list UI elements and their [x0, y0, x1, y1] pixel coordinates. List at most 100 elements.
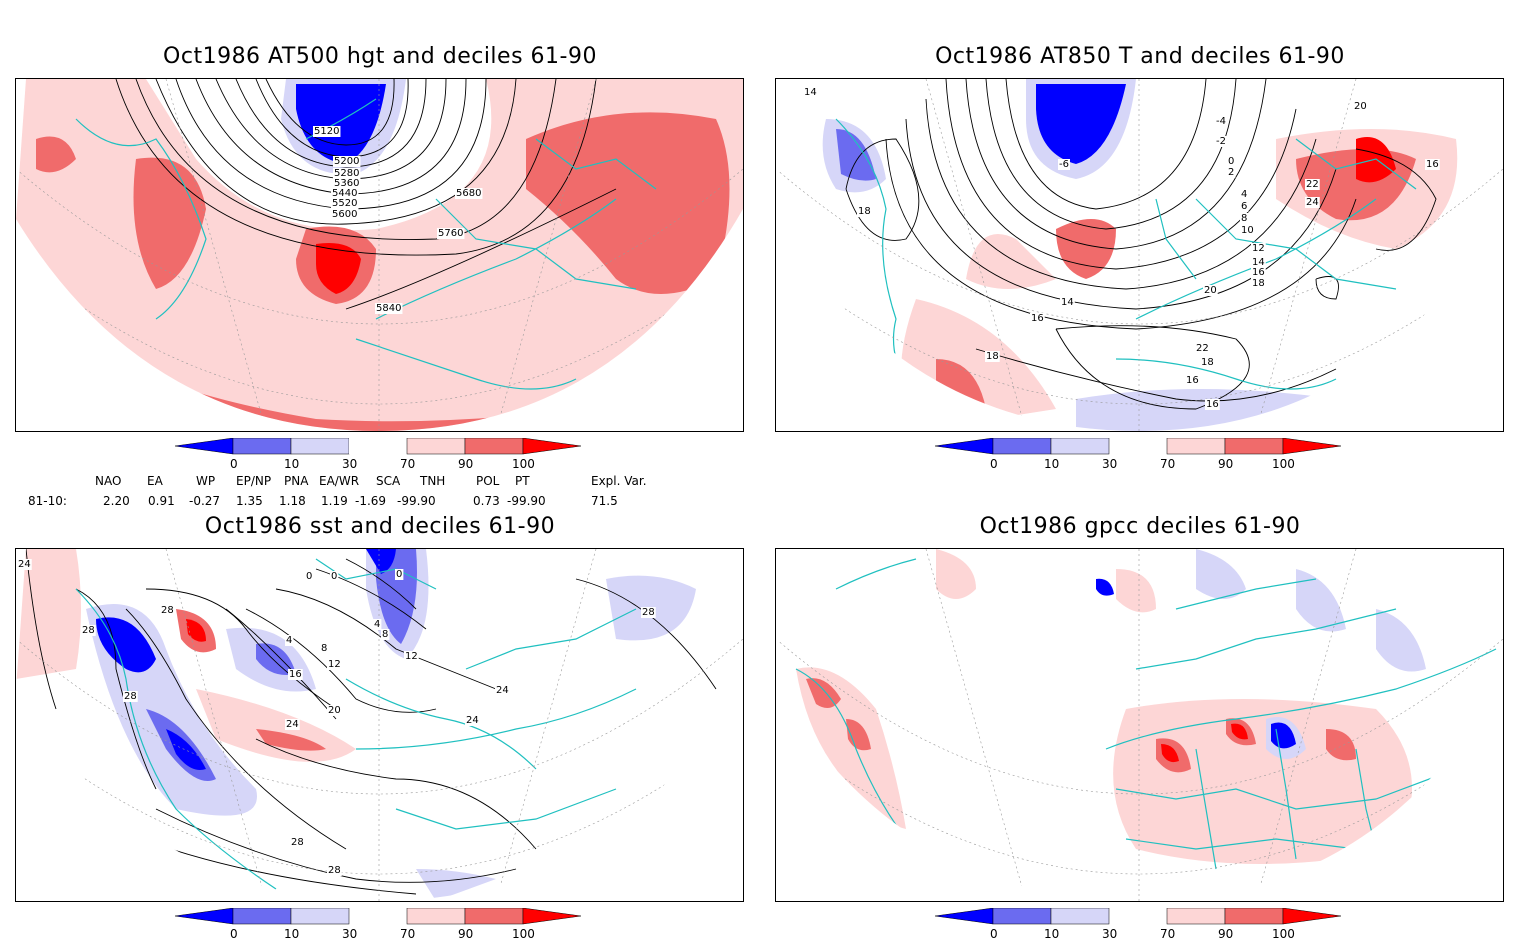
index-value: -99.90 [397, 494, 436, 508]
contour-label: 2 [1228, 167, 1234, 178]
contour-label: 5600 [332, 209, 357, 220]
contour-label: 22 [1306, 179, 1319, 190]
colorbar-tick-label: 0 [230, 927, 238, 940]
index-value: 1.19 [321, 494, 348, 508]
colorbar-top-right: 0 10 30 70 90 100 [934, 437, 1355, 471]
contour-label: 24 [496, 685, 509, 696]
index-value: -0.27 [189, 494, 221, 508]
contour-labels-p1: 5120 5200 5280 5360 5440 5520 5600 5680 … [313, 126, 483, 314]
colorbar-tick-label: 100 [1272, 457, 1295, 470]
index-header: PT [515, 474, 530, 488]
panel-title-top-right: Oct1986 AT850 T and deciles 61-90 [935, 44, 1345, 69]
contour-label: 0 [306, 571, 312, 582]
contour-label: 8 [382, 629, 388, 640]
index-header: PNA [284, 474, 309, 488]
colorbar-tick-label: 10 [1044, 457, 1059, 470]
colorbar-tick-label: 0 [230, 457, 238, 470]
index-header: EP/NP [236, 474, 272, 488]
index-value: 0.91 [148, 494, 175, 508]
contour-label: 12 [1252, 243, 1265, 254]
contour-label: 28 [161, 605, 174, 616]
index-value: 71.5 [591, 494, 618, 508]
contour-label: 4 [1241, 189, 1247, 200]
colorbar-tick-label: 0 [990, 457, 998, 470]
contour-label: 24 [1306, 197, 1319, 208]
contour-label: 12 [405, 651, 418, 662]
colorbar-tick-label: 30 [342, 927, 357, 940]
contour-label: 5120 [314, 126, 339, 137]
map-at500-height: 5120 5200 5280 5360 5440 5520 5600 5680 … [15, 78, 744, 432]
index-header: Expl. Var. [591, 474, 647, 488]
index-value: 2.20 [103, 494, 130, 508]
colorbar-tick-label: 70 [400, 927, 415, 940]
contour-label: 5280 [334, 168, 359, 179]
contour-label: 28 [82, 625, 95, 636]
contour-label: 28 [124, 691, 137, 702]
contour-label: 16 [289, 669, 302, 680]
contour-label: 24 [18, 559, 31, 570]
contour-label: 28 [291, 837, 304, 848]
colorbar-tick-label: 0 [990, 927, 998, 940]
colorbar-tick-label: 90 [1218, 457, 1233, 470]
colorbar-svg: 0 10 30 70 90 100 [174, 907, 582, 941]
index-header: WP [196, 474, 216, 488]
contour-label: 24 [286, 719, 299, 730]
contour-label: 16 [1031, 313, 1044, 324]
contour-label: -6 [1059, 159, 1069, 170]
contour-label: 18 [858, 206, 871, 217]
colorbar-tick-label: 30 [1102, 457, 1117, 470]
contour-label: 0 [1228, 156, 1234, 167]
index-value: 1.35 [236, 494, 263, 508]
contour-label: 28 [642, 607, 655, 618]
contour-label: 18 [986, 351, 999, 362]
colorbar-tick-label: 10 [284, 927, 299, 940]
map-sst: 24 28 28 28 0 0 0 4 8 12 16 20 24 28 28 … [15, 548, 744, 902]
contour-label: 22 [1196, 343, 1209, 354]
contour-label: 5840 [376, 303, 401, 314]
index-value: 0.73 [473, 494, 500, 508]
index-header: EA [147, 474, 163, 488]
contour-label: 5200 [334, 156, 359, 167]
index-value: 1.18 [279, 494, 306, 508]
contour-label: 20 [1204, 285, 1217, 296]
contour-label: 20 [328, 705, 341, 716]
contour-label: 6 [1241, 201, 1247, 212]
contour-label: 14 [1061, 297, 1074, 308]
contour-label: 16 [1206, 399, 1219, 410]
contour-label: 8 [1241, 213, 1247, 224]
contour-labels-p3: 24 28 28 28 0 0 0 4 8 12 16 20 24 28 28 … [17, 559, 656, 876]
colorbar-tick-label: 100 [512, 927, 535, 940]
contour-label: -4 [1216, 116, 1226, 127]
colorbar-tick-label: 30 [342, 457, 357, 470]
colorbar-tick-label: 100 [512, 457, 535, 470]
contour-label: 20 [1354, 101, 1367, 112]
map-gpcc-precipitation [775, 548, 1504, 902]
contour-label: 0 [396, 569, 402, 580]
contour-labels-p2: -6 -4 -2 0 2 4 6 8 10 12 14 16 18 20 22 … [803, 87, 1440, 410]
colorbar-tick-label: 90 [458, 457, 473, 470]
contour-label: 16 [1186, 375, 1199, 386]
contour-label: 24 [466, 715, 479, 726]
index-header: TNH [420, 474, 446, 488]
colorbar-svg: 0 10 30 70 90 100 [934, 907, 1342, 941]
contour-label: 14 [1252, 257, 1265, 268]
contour-label: 5680 [456, 188, 481, 199]
colorbar-tick-label: 10 [284, 457, 299, 470]
index-value: -1.69 [355, 494, 387, 508]
contour-label: 10 [1241, 225, 1254, 236]
contour-label: 18 [1252, 278, 1265, 289]
index-header: POL [476, 474, 500, 488]
colorbar-bottom-left: 0 10 30 70 90 100 [174, 907, 595, 941]
index-header: SCA [376, 474, 401, 488]
panel-title-bottom-left: Oct1986 sst and deciles 61-90 [204, 514, 556, 539]
colorbar-tick-label: 70 [400, 457, 415, 470]
colorbar-svg: 0 10 30 70 90 100 [934, 437, 1342, 471]
index-value: -99.90 [507, 494, 546, 508]
panel-title-bottom-right: Oct1986 gpcc deciles 61-90 [979, 514, 1301, 539]
colorbar-tick-label: 70 [1160, 927, 1175, 940]
contour-label: 12 [328, 659, 341, 670]
contour-label: 0 [331, 571, 337, 582]
colorbar-bottom-right: 0 10 30 70 90 100 [934, 907, 1355, 941]
contour-label: 18 [1201, 357, 1214, 368]
colorbar-tick-label: 90 [1218, 927, 1233, 940]
